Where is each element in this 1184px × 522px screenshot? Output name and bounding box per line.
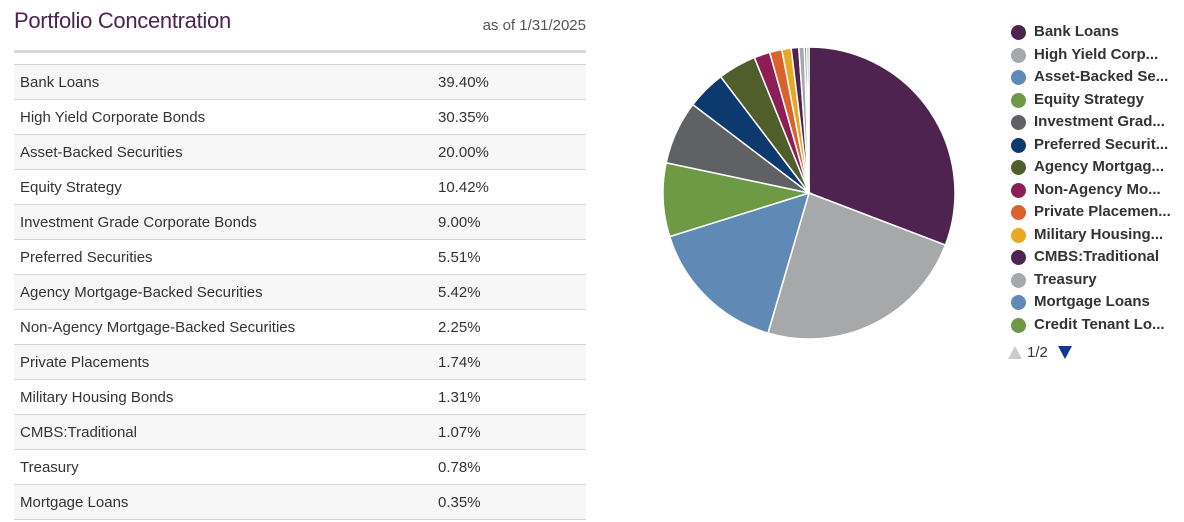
legend-page-indicator: 1/2 (1027, 344, 1048, 361)
legend-label: Asset-Backed Se... (1034, 68, 1169, 85)
row-category: Equity Strategy (20, 179, 122, 196)
row-category: Mortgage Loans (20, 494, 129, 511)
row-percentage: 39.40% (438, 74, 489, 91)
legend-label: Mortgage Loans (1034, 293, 1150, 310)
table-row: Investment Grade Corporate Bonds 9.00% (14, 205, 586, 240)
legend-item[interactable]: Investment Grad... (1010, 112, 1180, 135)
legend-label: Agency Mortgag... (1034, 158, 1165, 175)
pie-slice[interactable] (668, 191, 811, 335)
row-category: CMBS:Traditional (20, 424, 137, 441)
table-row: Mortgage Loans 0.35% (14, 485, 586, 520)
legend-label: Private Placemen... (1034, 203, 1171, 220)
legend-item[interactable]: Private Placemen... (1010, 202, 1180, 225)
legend-swatch-icon (1011, 250, 1026, 265)
legend-item[interactable]: Credit Tenant Lo... (1010, 315, 1180, 338)
row-percentage: 0.35% (438, 494, 481, 511)
table-row: Non-Agency Mortgage-Backed Securities 2.2… (14, 310, 586, 345)
row-category: High Yield Corporate Bonds (20, 109, 206, 126)
legend-label: Equity Strategy (1034, 90, 1145, 108)
legend-swatch-icon (1011, 92, 1026, 108)
legend-swatch-icon (1011, 272, 1026, 288)
legend-label: Preferred Securit... (1034, 135, 1169, 153)
row-category: Private Placements (20, 354, 150, 371)
row-percentage: 5.51% (438, 249, 481, 266)
legend-swatch-icon (1011, 47, 1026, 63)
legend-label: Military Housing... (1034, 225, 1164, 243)
panel-header: Portfolio Concentration as of 1/31/2025 (14, 0, 586, 53)
pie-slice[interactable] (808, 46, 956, 247)
row-percentage: 1.07% (438, 424, 481, 441)
row-category: Bank Loans (20, 74, 100, 91)
legend-swatch-icon (1011, 70, 1026, 85)
page-title: Portfolio Concentration (14, 8, 231, 33)
legend-label: Treasury (1034, 270, 1097, 288)
table-row: Bank Loans 39.40% (14, 65, 586, 100)
pie-slice[interactable] (806, 46, 810, 194)
row-percentage: 1.74% (438, 354, 481, 371)
row-percentage: 20.00% (438, 144, 489, 161)
legend-swatch-icon (1011, 227, 1026, 243)
concentration-table: Bank Loans 39.40% High Yield Corporate Bon… (14, 64, 586, 520)
table-row: Military Housing Bonds 1.31% (14, 380, 586, 415)
row-percentage: 30.35% (438, 109, 489, 126)
legend-label: High Yield Corp... (1034, 45, 1159, 63)
legend-swatch-icon (1011, 182, 1026, 198)
table-row: Preferred Securities 5.51% (14, 240, 586, 275)
legend-item[interactable]: Treasury (1010, 270, 1180, 293)
legend-swatch-icon (1011, 317, 1026, 333)
legend-item[interactable]: CMBS:Traditional (1010, 247, 1180, 270)
legend-item[interactable]: High Yield Corp... (1010, 45, 1180, 68)
table-row: Asset-Backed Securities 20.00% (14, 135, 586, 170)
row-category: Preferred Securities (20, 249, 153, 266)
legend-label: Investment Grad... (1034, 113, 1165, 130)
legend-item[interactable]: Mortgage Loans (1010, 292, 1180, 315)
table-row: Treasury 0.78% (14, 450, 586, 485)
table-row: Equity Strategy 10.42% (14, 170, 586, 205)
legend-swatch-icon (1011, 295, 1026, 310)
row-category: Non-Agency Mortgage-Backed Securities (20, 319, 296, 336)
legend-item[interactable]: Agency Mortgag... (1010, 157, 1180, 180)
legend-item[interactable]: Bank Loans (1010, 22, 1180, 45)
table-row: Agency Mortgage-Backed Securities 5.42% (14, 275, 586, 310)
table-row: CMBS:Traditional 1.07% (14, 415, 586, 450)
legend-label: CMBS:Traditional (1034, 248, 1160, 265)
legend-label: Credit Tenant Lo... (1034, 315, 1165, 333)
legend-label: Bank Loans (1034, 23, 1120, 40)
row-percentage: 9.00% (438, 214, 481, 231)
legend-swatch-icon (1011, 205, 1026, 220)
legend-item[interactable]: Preferred Securit... (1010, 135, 1180, 158)
pie-chart (662, 46, 956, 340)
legend-item[interactable]: Asset-Backed Se... (1010, 67, 1180, 90)
row-category: Treasury (20, 459, 79, 476)
legend-swatch-icon (1011, 25, 1026, 40)
chart-legend: Bank Loans High Yield Corp... Asset-Backed… (1010, 22, 1180, 337)
row-percentage: 0.78% (438, 459, 481, 476)
table-row: High Yield Corporate Bonds 30.35% (14, 100, 586, 135)
legend-item[interactable]: Military Housing... (1010, 225, 1180, 248)
pie-slice[interactable] (767, 192, 947, 340)
legend-label: Non-Agency Mo... (1034, 180, 1161, 198)
legend-swatch-icon (1011, 160, 1026, 175)
legend-item[interactable]: Non-Agency Mo... (1010, 180, 1180, 203)
legend-swatch-icon (1011, 137, 1026, 153)
table-row: Private Placements 1.74% (14, 345, 586, 380)
row-category: Asset-Backed Securities (20, 144, 183, 161)
row-percentage: 2.25% (438, 319, 481, 336)
row-percentage: 10.42% (438, 179, 489, 196)
legend-page-down-icon[interactable] (1058, 346, 1072, 359)
legend-page-up-icon (1008, 346, 1022, 359)
row-percentage: 5.42% (438, 284, 481, 301)
row-category: Military Housing Bonds (20, 389, 174, 406)
legend-swatch-icon (1011, 115, 1026, 130)
portfolio-table-panel: Portfolio Concentration as of 1/31/2025 … (14, 0, 586, 522)
row-category: Agency Mortgage-Backed Securities (20, 284, 263, 301)
legend-item[interactable]: Equity Strategy (1010, 90, 1180, 113)
row-percentage: 1.31% (438, 389, 481, 406)
as-of-date: as of 1/31/2025 (482, 17, 586, 34)
row-category: Investment Grade Corporate Bonds (20, 214, 257, 231)
